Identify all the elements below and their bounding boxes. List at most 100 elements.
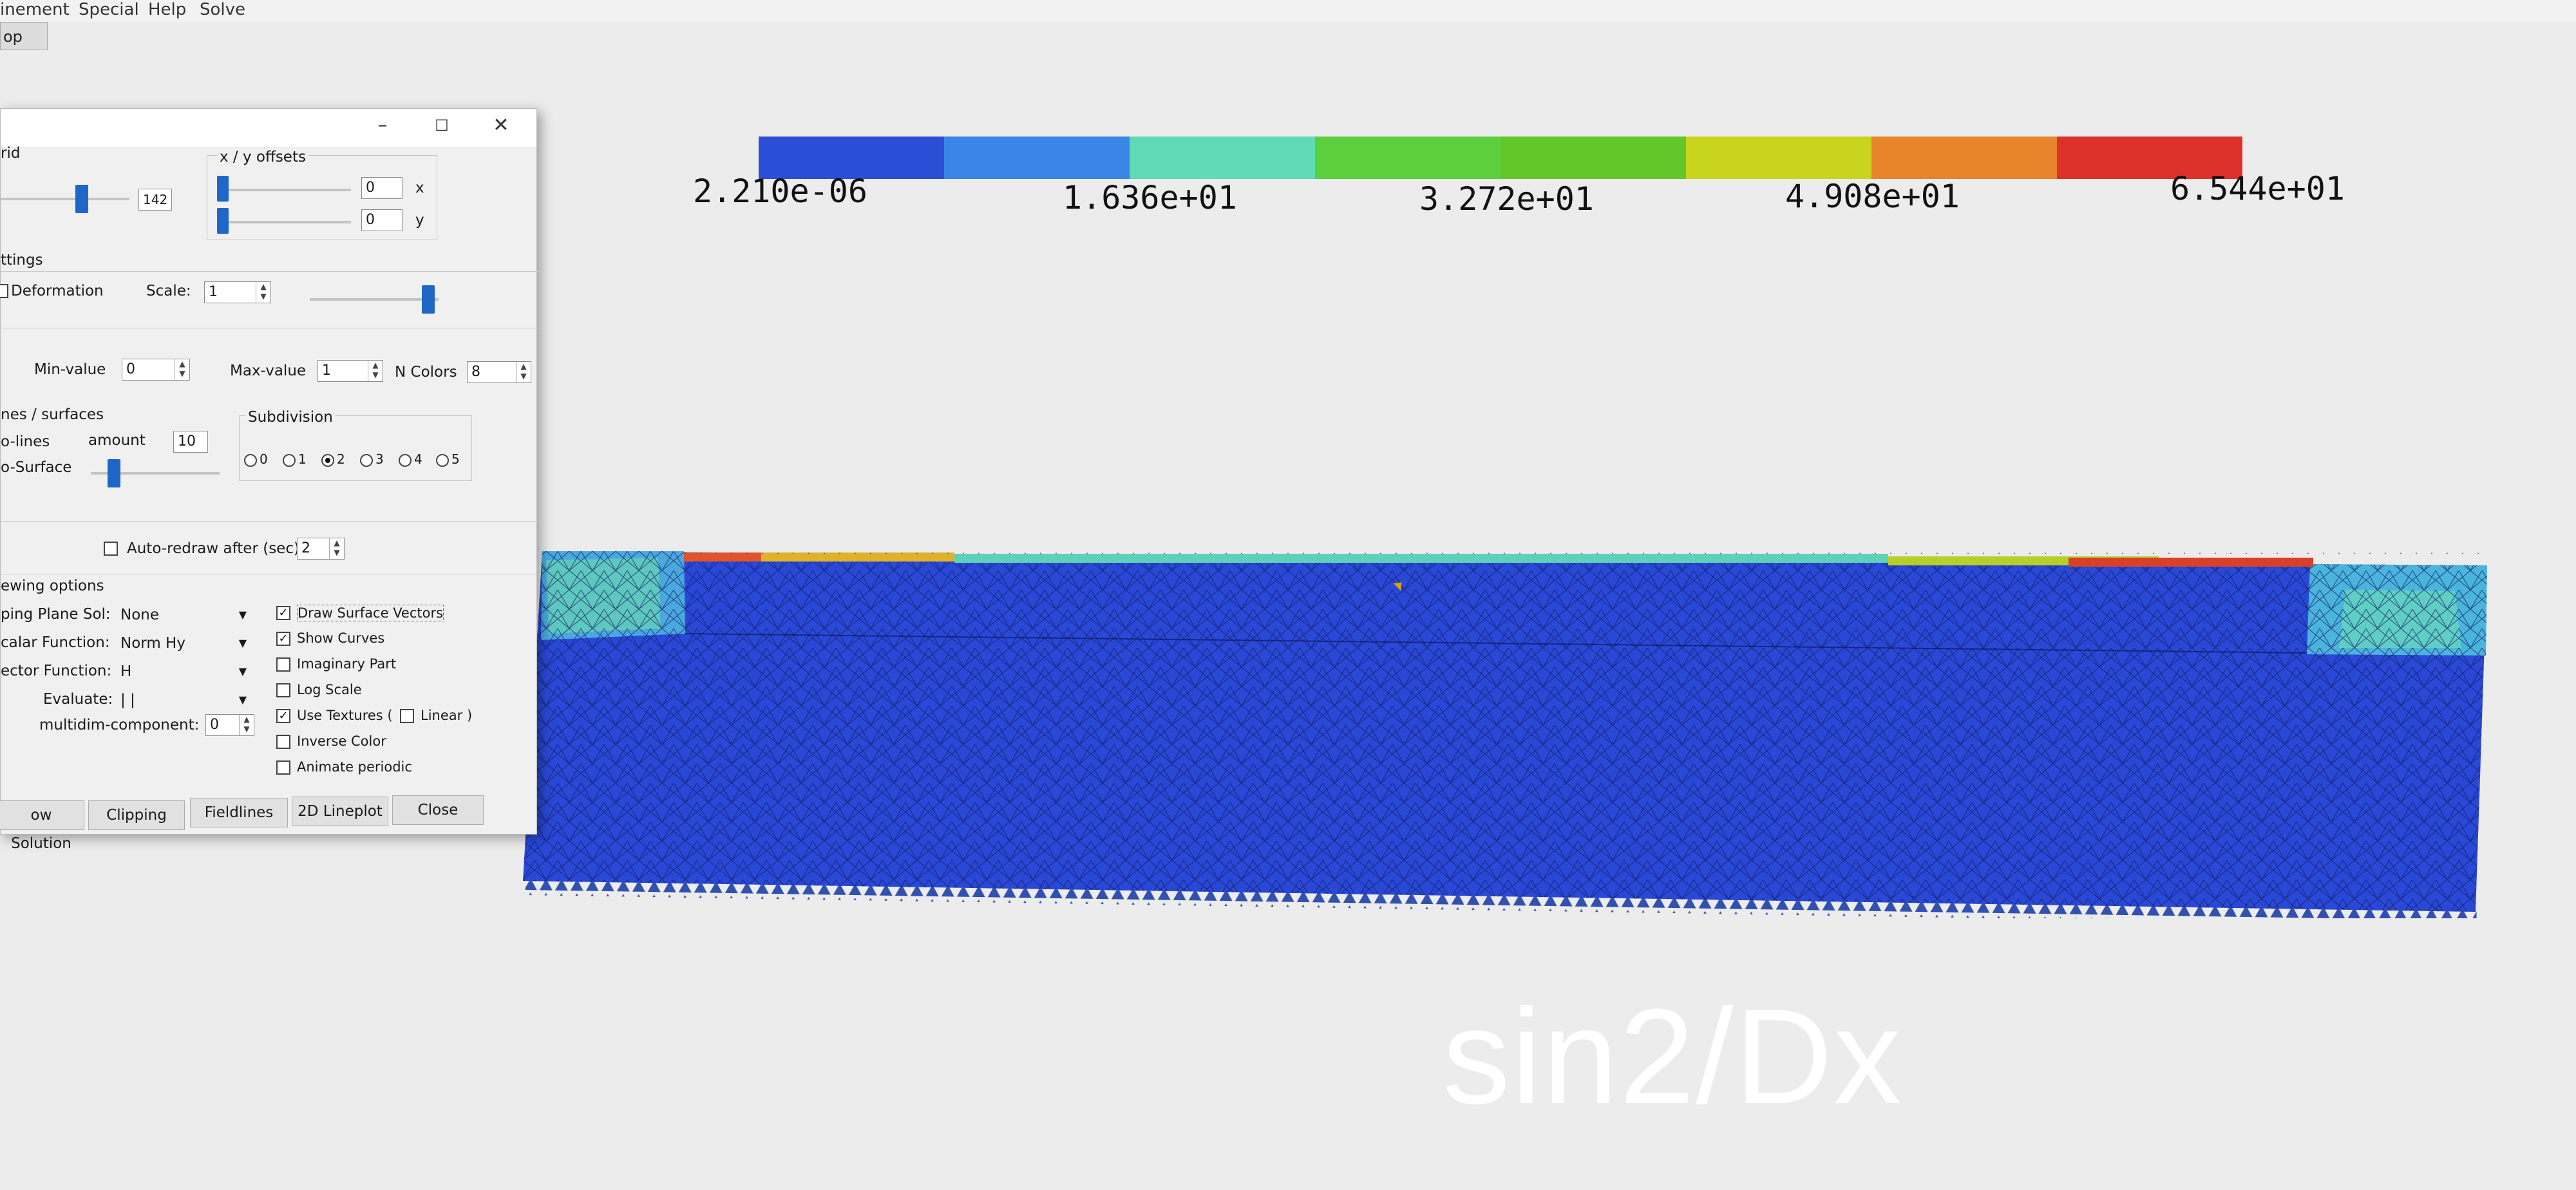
watermark-text: sin2/Dx	[1443, 981, 1903, 1132]
clipping-plane-label: ping Plane Sol:	[1, 606, 111, 623]
amount-label: amount	[88, 432, 146, 449]
show-solution-button[interactable]: ow Solution	[0, 800, 84, 852]
spin-arrows-icon[interactable]: ▲ ▼	[175, 359, 189, 380]
show-curves-checkbox[interactable]: ✓	[276, 632, 290, 646]
grid-value[interactable]: 142	[138, 189, 172, 211]
scalar-function-value: Norm Hy	[120, 635, 185, 652]
multidim-spinbox[interactable]: 0 ▲ ▼	[205, 714, 254, 736]
subdivision-option-2: 2	[337, 451, 345, 467]
separator	[1, 521, 542, 522]
fieldlines-button[interactable]: Fieldlines	[190, 798, 288, 827]
vector-function-label: ector Function:	[1, 663, 112, 679]
color-scale-bar	[759, 137, 2242, 179]
menu-refinement[interactable]: inement	[0, 0, 70, 19]
close-icon[interactable]: ✕	[493, 114, 509, 137]
spin-arrows-icon[interactable]: ▲ ▼	[368, 361, 383, 381]
clipping-button[interactable]: Clipping	[88, 800, 185, 830]
isosurface-slider-track[interactable]	[91, 472, 220, 475]
linear-checkbox[interactable]	[400, 709, 414, 723]
scalar-function-label: calar Function:	[1, 634, 110, 651]
toolbar-stop-button[interactable]: op	[0, 22, 48, 50]
color-band-6	[1686, 137, 1871, 179]
maximize-icon[interactable]: ☐	[435, 117, 449, 135]
2d-lineplot-button[interactable]: 2D Lineplot	[292, 797, 388, 826]
subdivision-radio-1[interactable]	[283, 454, 296, 467]
evaluate-label: Evaluate:	[43, 691, 113, 708]
minimize-icon[interactable]: –	[377, 114, 388, 137]
subdivision-radio-3[interactable]	[360, 454, 373, 467]
deformation-checkbox[interactable]	[0, 284, 8, 298]
close-button[interactable]: Close	[392, 795, 484, 825]
auto-redraw-spinbox[interactable]: 2 ▲ ▼	[297, 538, 345, 560]
y-offset-thumb[interactable]	[217, 208, 229, 234]
clipping-plane-value: None	[120, 607, 160, 623]
color-band-1	[759, 137, 944, 179]
subdivision-radio-5[interactable]	[436, 454, 449, 467]
y-offset-track[interactable]	[222, 221, 351, 223]
log-scale-checkbox[interactable]	[276, 683, 290, 697]
x-offset-thumb[interactable]	[217, 176, 229, 202]
vector-function-value: H	[120, 663, 132, 680]
animate-periodic-checkbox[interactable]	[276, 760, 290, 775]
color-band-5	[1501, 137, 1686, 179]
subdivision-radio-0[interactable]	[244, 454, 257, 467]
use-textures-label: Use Textures (	[297, 708, 393, 723]
subdivision-group	[239, 415, 472, 481]
subdivision-option-3: 3	[375, 451, 384, 467]
spin-arrows-icon[interactable]: ▲ ▼	[239, 715, 254, 735]
colorbar-label-3: 3.272e+01	[1419, 180, 1594, 218]
inverse-color-checkbox[interactable]	[276, 735, 290, 749]
min-value-spinbox[interactable]: 0 ▲ ▼	[122, 359, 190, 381]
animate-periodic-label: Animate periodic	[297, 759, 412, 775]
colorbar-label-max: 6.544e+01	[2170, 170, 2345, 207]
chevron-down-icon: ▼	[238, 637, 247, 649]
imaginary-part-checkbox[interactable]	[276, 657, 290, 672]
menu-help[interactable]: Help	[148, 0, 187, 19]
offsets-label: x / y offsets	[217, 149, 308, 165]
x-offset-track[interactable]	[222, 189, 351, 191]
spin-arrows-icon[interactable]: ▲ ▼	[256, 282, 270, 303]
x-offset-value[interactable]: 0	[361, 177, 402, 199]
multidim-value: 0	[210, 717, 219, 733]
isosurface-slider-thumb[interactable]	[108, 459, 120, 487]
spin-arrows-icon[interactable]: ▲ ▼	[329, 538, 344, 559]
n-colors-spinbox[interactable]: 8 ▲ ▼	[467, 361, 531, 383]
mesh-plot[interactable]	[523, 551, 2500, 918]
evaluate-value: | |	[120, 692, 135, 708]
scalar-function-select[interactable]: Norm Hy ▼	[120, 633, 247, 654]
auto-redraw-checkbox[interactable]	[104, 542, 118, 556]
subdivision-radio-4[interactable]	[399, 454, 412, 467]
vector-function-select[interactable]: H ▼	[120, 661, 247, 682]
use-textures-checkbox[interactable]: ✓	[276, 709, 290, 723]
draw-surface-vectors-label: Draw Surface Vectors	[297, 605, 444, 621]
max-value-spinbox[interactable]: 1 ▲ ▼	[317, 360, 383, 382]
y-offset-value[interactable]: 0	[361, 209, 402, 231]
amount-value[interactable]: 10	[173, 431, 208, 453]
n-colors-label: N Colors	[395, 364, 457, 381]
grid-slider-thumb[interactable]	[75, 185, 88, 213]
clipping-plane-select[interactable]: None ▼	[120, 605, 247, 625]
show-curves-label: Show Curves	[297, 630, 385, 646]
max-value-label: Max-value	[230, 363, 307, 379]
visualization-dialog: – ☐ ✕ rid 142 x / y offsets 0 x 0 y ttin…	[0, 108, 542, 852]
min-value-label: Min-value	[34, 361, 106, 378]
color-band-3	[1130, 137, 1315, 179]
chevron-down-icon: ▼	[238, 665, 247, 677]
subdivision-radio-2[interactable]	[321, 454, 334, 467]
grid-slider-track[interactable]	[1, 198, 129, 200]
color-band-2	[944, 137, 1130, 179]
separator	[1, 271, 542, 272]
scale-slider-thumb[interactable]	[422, 285, 435, 314]
scale-label: Scale:	[146, 283, 191, 299]
deformation-label: Deformation	[11, 283, 104, 299]
evaluate-select[interactable]: | | ▼	[120, 690, 247, 710]
mesh-top-band-mid	[954, 554, 1888, 563]
menu-solve[interactable]: Solve	[200, 0, 246, 19]
menu-bar: inement Special Help Solve	[0, 0, 2576, 23]
spin-arrows-icon[interactable]: ▲ ▼	[516, 362, 531, 382]
auto-redraw-label: Auto-redraw after (sec)	[127, 540, 299, 557]
scale-slider-track[interactable]	[310, 298, 439, 301]
draw-surface-vectors-checkbox[interactable]: ✓	[276, 606, 290, 620]
scale-spinbox[interactable]: 1 ▲ ▼	[204, 281, 271, 303]
menu-special[interactable]: Special	[79, 0, 139, 19]
